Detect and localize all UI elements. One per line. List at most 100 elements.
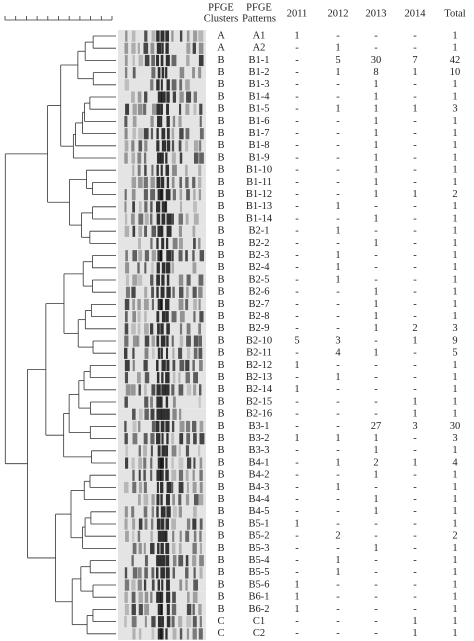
table-cell: 1: [412, 189, 417, 200]
gel-band: [166, 616, 171, 628]
gel-band: [186, 616, 192, 628]
table-cell: 1: [335, 433, 340, 444]
gel-band: [144, 250, 149, 262]
gel-band: [166, 79, 170, 91]
gel-band: [172, 494, 175, 506]
table-cell: -: [413, 299, 417, 310]
gel-band: [165, 445, 169, 457]
table-cell: B1-7: [249, 128, 270, 139]
gel-band: [199, 433, 205, 445]
gel-band: [166, 262, 171, 274]
gel-band: [132, 54, 135, 67]
table-cell: -: [336, 238, 340, 249]
column-header: PFGE: [208, 2, 234, 13]
table-cell: -: [413, 445, 417, 456]
table-cell: 1: [452, 262, 457, 273]
gel-band: [178, 347, 183, 359]
gel-band: [172, 408, 177, 420]
table-cell: B2-11: [246, 348, 272, 359]
gel-band: [151, 567, 155, 579]
gel-band: [161, 372, 164, 384]
table-cell: 1: [294, 604, 299, 615]
gel-band: [185, 530, 190, 542]
gel-band: [171, 152, 176, 164]
gel-band: [144, 616, 147, 628]
gel-band: [124, 201, 127, 213]
gel-band: [150, 396, 153, 408]
gel-band: [160, 518, 165, 530]
table-cell: B5-4: [249, 555, 271, 566]
table-cell: B5-3: [249, 543, 270, 554]
gel-band: [192, 481, 197, 494]
gel-band: [198, 603, 202, 616]
table-cell: 1: [452, 91, 457, 102]
gel-band: [138, 567, 142, 579]
gel-band: [171, 469, 177, 481]
column-header: Patterns: [242, 13, 276, 24]
gel-band: [156, 359, 159, 372]
gel-band: [166, 591, 171, 603]
table-cell: 1: [373, 238, 378, 249]
table-cell: 1: [335, 104, 340, 115]
gel-band: [151, 494, 155, 506]
gel-band: [138, 420, 141, 433]
gel-band: [132, 542, 137, 555]
table-cell: 1: [452, 299, 457, 310]
table-cell: -: [295, 213, 299, 224]
table-cell: 1: [373, 189, 378, 200]
table-cell: -: [295, 445, 299, 456]
gel-band: [172, 91, 177, 103]
table-cell: B: [217, 348, 224, 359]
table-cell: 2: [335, 531, 340, 542]
table-cell: B: [217, 201, 224, 212]
table-cell: B2-16: [246, 409, 272, 420]
table-cell: -: [374, 518, 378, 529]
gel-band: [193, 237, 196, 250]
table-cell: B: [217, 494, 224, 505]
gel-band: [165, 555, 170, 567]
table-cell: -: [413, 201, 417, 212]
gel-band: [160, 555, 166, 567]
table-cell: 3: [452, 104, 457, 115]
gel-band: [124, 603, 129, 616]
gel-band: [172, 591, 176, 603]
gel-band: [144, 30, 148, 42]
gel-band: [161, 67, 165, 79]
gel-band: [160, 420, 165, 433]
table-cell: B5-1: [249, 518, 270, 529]
table-cell: B5-5: [249, 567, 270, 578]
table-cell: B: [217, 567, 224, 578]
table-cell: B: [217, 287, 224, 298]
gel-band: [137, 103, 143, 115]
table-cell: 1: [373, 445, 378, 456]
table-cell: 1: [373, 140, 378, 151]
gel-band: [171, 311, 177, 323]
gel-band: [160, 567, 165, 579]
gel-band: [172, 115, 176, 128]
table-cell: 1: [373, 506, 378, 517]
gel-band: [138, 176, 143, 189]
table-cell: B: [217, 433, 224, 444]
table-cell: -: [295, 262, 299, 273]
gel-band: [124, 506, 128, 518]
table-cell: -: [336, 445, 340, 456]
gel-band: [132, 250, 138, 262]
gel-band: [199, 128, 204, 140]
gel-band: [138, 384, 141, 396]
gel-band: [172, 164, 177, 176]
gel-band: [124, 213, 128, 225]
table-cell: C1: [253, 616, 265, 627]
gel-band: [137, 152, 142, 164]
gel-band: [124, 347, 128, 359]
gel-band: [137, 311, 141, 323]
gel-band: [198, 494, 204, 506]
table-cell: -: [374, 274, 378, 285]
gel-band: [179, 420, 185, 433]
gel-band: [144, 262, 147, 274]
gel-band: [171, 30, 174, 42]
gel-band: [178, 469, 184, 481]
table-cell: 1: [452, 384, 457, 395]
table-cell: -: [413, 543, 417, 554]
gel-band: [186, 54, 190, 67]
gel-band: [144, 518, 148, 530]
